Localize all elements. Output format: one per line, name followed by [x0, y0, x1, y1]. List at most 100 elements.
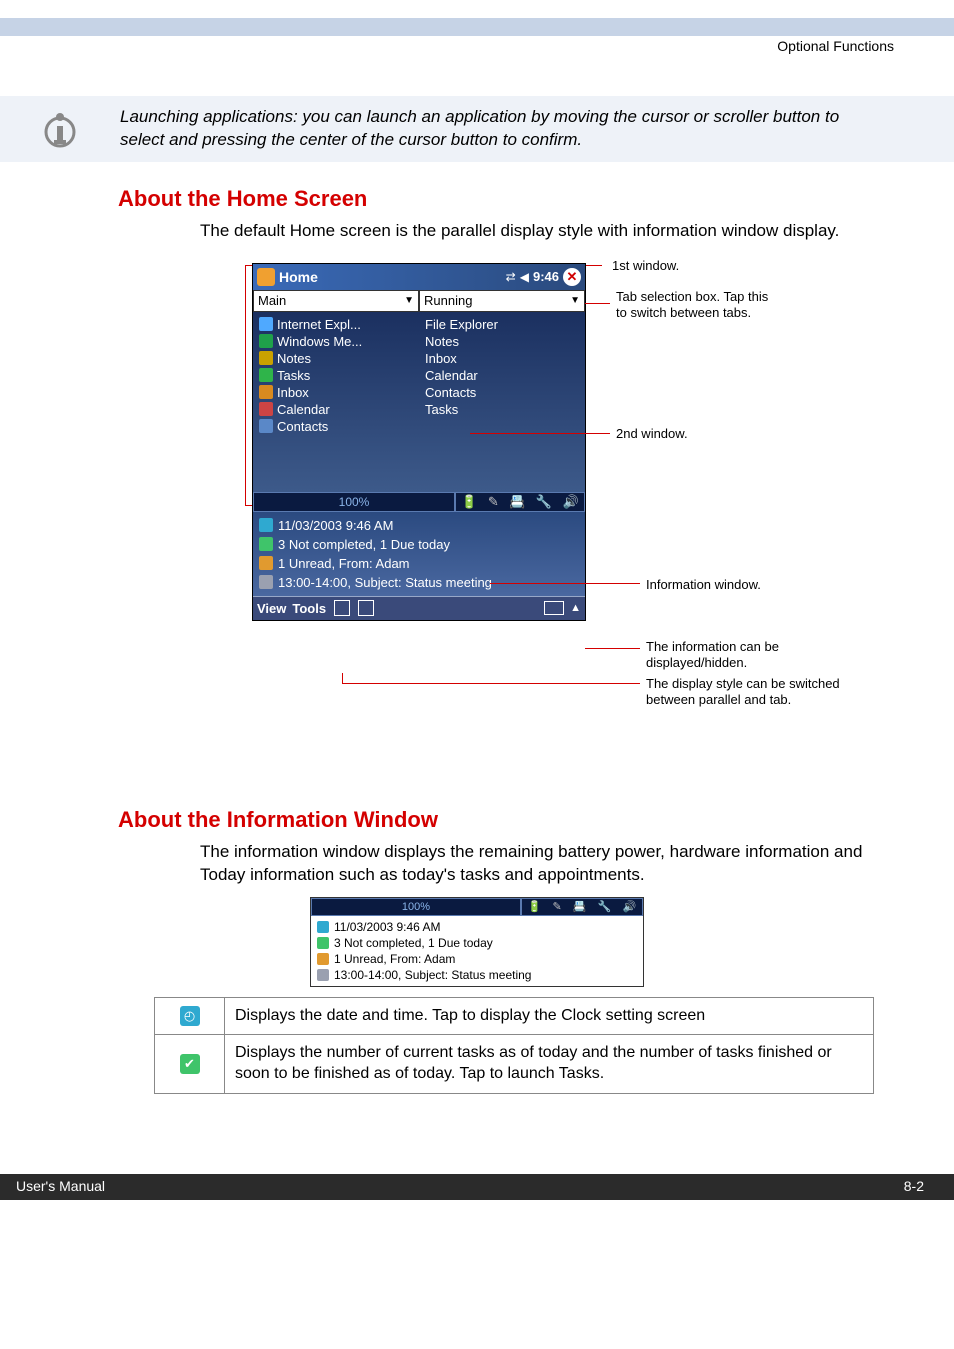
list-item[interactable]: Internet Expl... [259, 316, 413, 333]
list-item[interactable]: Inbox [425, 350, 579, 367]
app-label: Notes [277, 351, 311, 366]
app-label: Calendar [277, 402, 330, 417]
ss-tray: 🔋 ✎ 📇 🔧 🔊 [521, 898, 643, 916]
list-item[interactable]: Tasks [425, 401, 579, 418]
icon-description-table: ◴Displays the date and time. Tap to disp… [154, 997, 874, 1094]
list-item[interactable]: Contacts [425, 384, 579, 401]
tray-icon[interactable]: 🔧 [536, 494, 552, 510]
tray-icon[interactable]: 🔊 [563, 494, 579, 510]
anno-1st-window: 1st window. [612, 258, 679, 274]
info-line-text: 1 Unread, From: Adam [278, 556, 410, 571]
info-line-text: 11/03/2003 9:46 AM [334, 920, 441, 934]
tray-icon[interactable]: 🔧 [598, 900, 612, 913]
title-bar: Home ⇄ ◀ 9:46 ✕ [253, 264, 585, 290]
anno-line [490, 583, 640, 584]
callout-text: Launching applications: you can launch a… [120, 106, 924, 152]
list-item[interactable]: Calendar [259, 401, 413, 418]
table-desc-cell: Displays the date and time. Tap to displ… [225, 997, 874, 1035]
tray-icon[interactable]: 🔋 [461, 494, 477, 510]
info-icon [0, 106, 120, 150]
info-line-icon [317, 969, 329, 981]
tab-main[interactable]: Main▼ [253, 290, 419, 312]
info-line-text: 13:00-14:00, Subject: Status meeting [278, 575, 492, 590]
app-label: Contacts [277, 419, 328, 434]
tray-icon[interactable]: ✎ [552, 900, 561, 913]
info-line[interactable]: 11/03/2003 9:46 AM [317, 919, 637, 935]
header-right-text: Optional Functions [777, 38, 894, 54]
footer-left: User's Manual [16, 1178, 105, 1194]
info-line-text: 13:00-14:00, Subject: Status meeting [334, 968, 531, 982]
info-line-icon [259, 575, 273, 589]
anno-2nd-window: 2nd window. [616, 426, 688, 442]
list-item[interactable]: Contacts [259, 418, 413, 435]
tray-icon[interactable]: 📇 [573, 900, 587, 913]
close-icon[interactable]: ✕ [563, 268, 581, 286]
header-bar [0, 18, 954, 36]
list-item[interactable]: Notes [425, 333, 579, 350]
anno-line [245, 265, 246, 505]
speaker-icon[interactable]: ◀ [520, 270, 529, 284]
anno-line [585, 648, 640, 649]
list-item[interactable]: File Explorer [425, 316, 579, 333]
info-line-icon [317, 937, 329, 949]
info-window-screenshot: 100% 🔋 ✎ 📇 🔧 🔊 11/03/2003 9:46 AM 3 Not c… [310, 897, 644, 987]
info-line-icon [317, 953, 329, 965]
list-item[interactable]: Inbox [259, 384, 413, 401]
list-item[interactable]: Tasks [259, 367, 413, 384]
info-line-icon [259, 556, 273, 570]
tab-running[interactable]: Running▼ [419, 290, 585, 312]
tray-icon[interactable]: 🔊 [623, 900, 637, 913]
list-item[interactable]: Calendar [425, 367, 579, 384]
info-line[interactable]: 1 Unread, From: Adam [259, 554, 579, 573]
info-line[interactable]: 13:00-14:00, Subject: Status meeting [317, 967, 637, 983]
clock-time[interactable]: 9:46 [533, 269, 559, 284]
table-icon-cell: ◴ [155, 997, 225, 1035]
anno-line [342, 673, 343, 683]
info-line-icon [259, 518, 273, 532]
app-label: Inbox [425, 351, 457, 366]
info-callout: Launching applications: you can launch a… [0, 96, 954, 162]
ss-battery-pct[interactable]: 100% [311, 898, 521, 916]
info-line[interactable]: 3 Not completed, 1 Due today [259, 535, 579, 554]
app-icon [259, 351, 273, 365]
app-label: Windows Me... [277, 334, 362, 349]
info-line[interactable]: 1 Unread, From: Adam [317, 951, 637, 967]
app-label: Tasks [425, 402, 458, 417]
menu-tools[interactable]: Tools [292, 601, 326, 616]
row-icon: ✔ [180, 1054, 200, 1074]
title-text: Home [279, 269, 502, 285]
info-line-text: 11/03/2003 9:46 AM [278, 518, 393, 533]
list-item[interactable]: Windows Me... [259, 333, 413, 350]
tray-icon[interactable]: 🔋 [528, 900, 542, 913]
app-icon [259, 402, 273, 416]
info-line[interactable]: 11/03/2003 9:46 AM [259, 516, 579, 535]
tray-icon[interactable]: ✎ [488, 494, 499, 510]
keyboard-icon[interactable] [544, 601, 564, 615]
app-icon [259, 334, 273, 348]
toolbar-icon-2[interactable] [358, 600, 374, 616]
info-line[interactable]: 3 Not completed, 1 Due today [317, 935, 637, 951]
app-icon [259, 368, 273, 382]
anno-display-style: The display style can be switched betwee… [646, 676, 856, 709]
table-row: ◴Displays the date and time. Tap to disp… [155, 997, 874, 1035]
list-item[interactable]: Notes [259, 350, 413, 367]
anno-info-window: Information window. [646, 577, 761, 593]
app-label: Contacts [425, 385, 476, 400]
info-line-text: 3 Not completed, 1 Due today [334, 936, 493, 950]
menu-view[interactable]: View [257, 601, 286, 616]
tab-row: Main▼ Running▼ [253, 290, 585, 312]
anno-tab-box: Tab selection box. Tap this to switch be… [616, 289, 776, 322]
tray-icon[interactable]: 📇 [509, 494, 525, 510]
app-label: Internet Expl... [277, 317, 361, 332]
battery-pct[interactable]: 100% [253, 492, 455, 512]
battery-row: 100% 🔋 ✎ 📇 🔧 🔊 [253, 492, 585, 512]
up-arrow-icon[interactable]: ▲ [570, 602, 581, 614]
toolbar-icon-1[interactable] [334, 600, 350, 616]
start-icon[interactable] [257, 268, 275, 286]
heading-home-screen: About the Home Screen [118, 186, 954, 212]
info-line-text: 3 Not completed, 1 Due today [278, 537, 450, 552]
info-line-icon [317, 921, 329, 933]
home-screenshot: Home ⇄ ◀ 9:46 ✕ Main▼ Running▼ Internet … [252, 263, 586, 621]
connectivity-icon[interactable]: ⇄ [506, 270, 516, 284]
anno-info-hide: The information can be displayed/hidden. [646, 639, 846, 672]
